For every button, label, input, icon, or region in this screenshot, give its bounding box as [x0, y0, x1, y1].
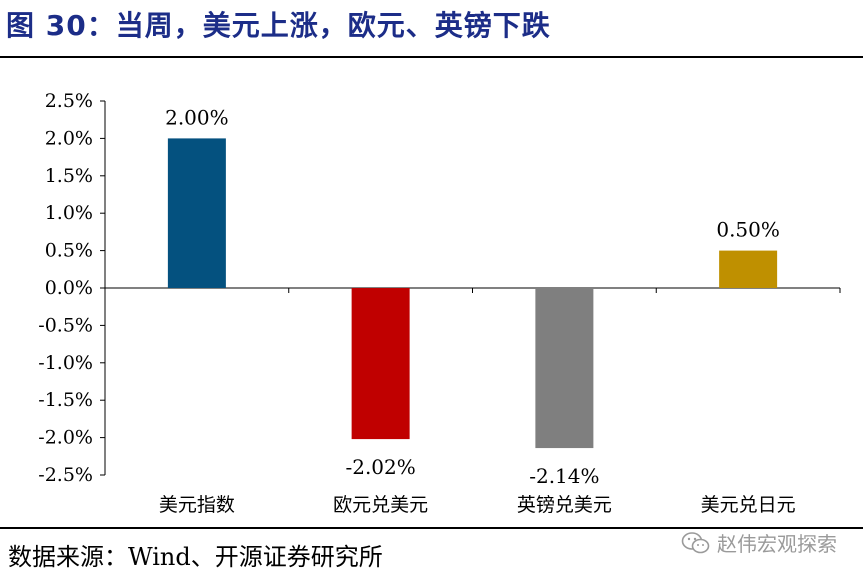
- y-tick-label: 2.0%: [45, 127, 93, 149]
- category-label: 英镑兑美元: [517, 494, 612, 516]
- source-note: 数据来源：Wind、开源证券研究所: [8, 543, 383, 571]
- category-label: 美元指数: [159, 494, 235, 516]
- y-tick-label: 2.5%: [45, 90, 93, 112]
- y-tick-label: 0.0%: [45, 277, 93, 299]
- y-tick-label: 1.0%: [45, 202, 93, 224]
- category-label: 美元兑日元: [701, 494, 796, 516]
- y-tick-label: -1.5%: [38, 389, 93, 411]
- data-label: -2.02%: [345, 455, 415, 479]
- category-label: 欧元兑美元: [333, 494, 428, 516]
- y-tick-label: 1.5%: [45, 165, 93, 187]
- y-tick-label: -2.5%: [38, 464, 93, 486]
- y-tick-label: -1.0%: [38, 352, 93, 374]
- bar: [351, 288, 410, 440]
- bar: [719, 250, 778, 288]
- y-tick-label: 0.5%: [45, 240, 93, 262]
- watermark-text: 赵伟宏观探索: [717, 532, 837, 556]
- title-divider: [0, 56, 863, 58]
- wechat-icon: [681, 531, 710, 553]
- y-tick-label: -0.5%: [38, 314, 93, 336]
- bar: [167, 138, 226, 288]
- footer-divider: [0, 527, 863, 529]
- data-label: 2.00%: [165, 105, 229, 129]
- chart-title: 图 30：当周，美元上涨，欧元、英镑下跌: [6, 9, 551, 42]
- data-label: -2.14%: [529, 464, 599, 488]
- y-tick-label: -2.0%: [38, 427, 93, 449]
- bar: [535, 288, 594, 449]
- data-label: 0.50%: [716, 218, 780, 242]
- watermark: 赵伟宏观探索: [681, 528, 837, 557]
